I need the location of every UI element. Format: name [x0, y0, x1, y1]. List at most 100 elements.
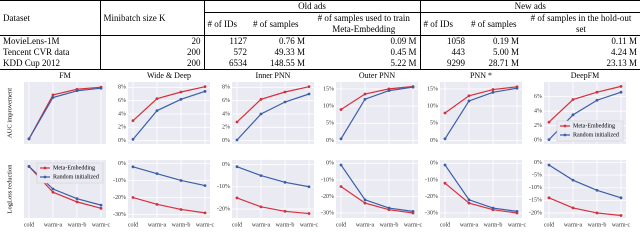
- y-tick-label: 10%: [323, 103, 334, 109]
- series-line: [340, 86, 414, 140]
- cell: 0.19 M: [493, 36, 520, 46]
- cell: 1058: [419, 35, 469, 47]
- cell: KDD Cup 2012: [3, 58, 61, 68]
- x-tick-label: warm-c: [612, 222, 631, 228]
- x-tick-label: warm-b: [276, 222, 295, 228]
- x-tick-label: warm-b: [380, 222, 399, 228]
- y-tick-label: -10%: [321, 177, 334, 183]
- cell: 20: [99, 35, 204, 47]
- cell: 49.33 M: [274, 47, 305, 57]
- point: [75, 89, 79, 93]
- legend-marker: [43, 175, 47, 179]
- point: [27, 137, 31, 141]
- y-tick-label: -20%: [529, 210, 542, 216]
- series-line: [444, 87, 518, 140]
- y-tick-label: 2%: [118, 125, 126, 131]
- point: [27, 165, 31, 168]
- cell: 200: [99, 47, 204, 58]
- y-tick-label: -5%: [532, 173, 542, 179]
- point: [467, 201, 471, 205]
- point: [235, 165, 239, 169]
- x-tick-label: cold: [544, 222, 554, 228]
- header: # of samples in the hold-out set: [530, 13, 632, 34]
- point: [443, 181, 447, 185]
- point: [131, 165, 135, 169]
- y-tick-label: 4%: [534, 109, 542, 115]
- point: [283, 100, 287, 104]
- cell: 443: [419, 47, 469, 58]
- point: [547, 196, 551, 200]
- cell: 0.76 M: [278, 36, 305, 46]
- header: # of IDs: [419, 12, 469, 36]
- series-line: [444, 182, 518, 214]
- point: [339, 185, 343, 188]
- point: [571, 113, 575, 117]
- header: # of samples: [471, 18, 517, 29]
- legend-label: Random initialized: [53, 174, 99, 180]
- x-tick-label: warm-a: [356, 222, 375, 228]
- header: Minibatch size K: [99, 0, 204, 36]
- cell: 1127: [203, 35, 250, 47]
- point: [363, 92, 367, 96]
- y-tick-label: 8%: [222, 85, 230, 91]
- legend-box: [556, 120, 624, 142]
- point: [283, 209, 287, 213]
- chart-title: FM: [59, 71, 71, 80]
- point: [515, 86, 519, 90]
- y-tick-label: 4%: [118, 111, 126, 117]
- x-tick-label: warm-c: [404, 222, 423, 228]
- point: [387, 89, 391, 93]
- point: [51, 187, 55, 191]
- point: [491, 90, 495, 94]
- legend-marker: [563, 124, 567, 128]
- y-tick-label: 2%: [222, 125, 230, 131]
- point: [443, 163, 447, 167]
- cell: 4.24 M: [611, 47, 638, 57]
- series-line: [132, 196, 206, 214]
- point: [491, 206, 495, 210]
- chart-title: Wide & Deep: [147, 71, 191, 80]
- series-line: [340, 186, 414, 214]
- point: [179, 208, 183, 211]
- plot-background: [24, 82, 106, 144]
- legend-marker: [43, 166, 47, 170]
- x-tick-label: cold: [336, 222, 346, 228]
- point: [131, 119, 135, 123]
- point: [75, 197, 79, 201]
- point: [571, 178, 575, 182]
- dataset-table: Dataset Minibatch size K Old ads New ads…: [0, 0, 640, 70]
- point: [443, 111, 447, 115]
- point: [99, 203, 103, 207]
- series-line: [236, 93, 310, 141]
- cell: MovieLens-1M: [3, 36, 60, 46]
- point: [283, 90, 287, 94]
- point: [619, 90, 623, 94]
- point: [259, 97, 263, 101]
- x-tick-label: cold: [128, 222, 138, 228]
- series-line: [132, 90, 206, 140]
- y-tick-label: 0%: [222, 138, 230, 144]
- y-tick-label: -30%: [321, 210, 334, 216]
- plot-background: [440, 160, 522, 218]
- header: # of IDs: [203, 12, 250, 36]
- x-tick-label: cold: [232, 222, 242, 228]
- cell: 148.55 M: [269, 58, 305, 68]
- series-line: [132, 166, 206, 187]
- x-tick-label: warm-b: [68, 222, 87, 228]
- series-line: [28, 86, 102, 140]
- x-tick-label: warm-a: [44, 222, 63, 228]
- x-tick-label: warm-a: [148, 222, 167, 228]
- y-tick-label: -10%: [113, 178, 126, 184]
- cell: 572: [203, 47, 250, 58]
- point: [259, 112, 263, 116]
- point: [363, 97, 367, 101]
- point: [547, 138, 551, 142]
- y-tick-label: 15%: [427, 86, 438, 92]
- point: [467, 198, 471, 202]
- point: [363, 201, 367, 205]
- cell: 5.22 M: [390, 58, 417, 68]
- point: [155, 172, 159, 176]
- cell: 0.11 M: [611, 36, 638, 46]
- y-tick-label: 0%: [430, 138, 438, 144]
